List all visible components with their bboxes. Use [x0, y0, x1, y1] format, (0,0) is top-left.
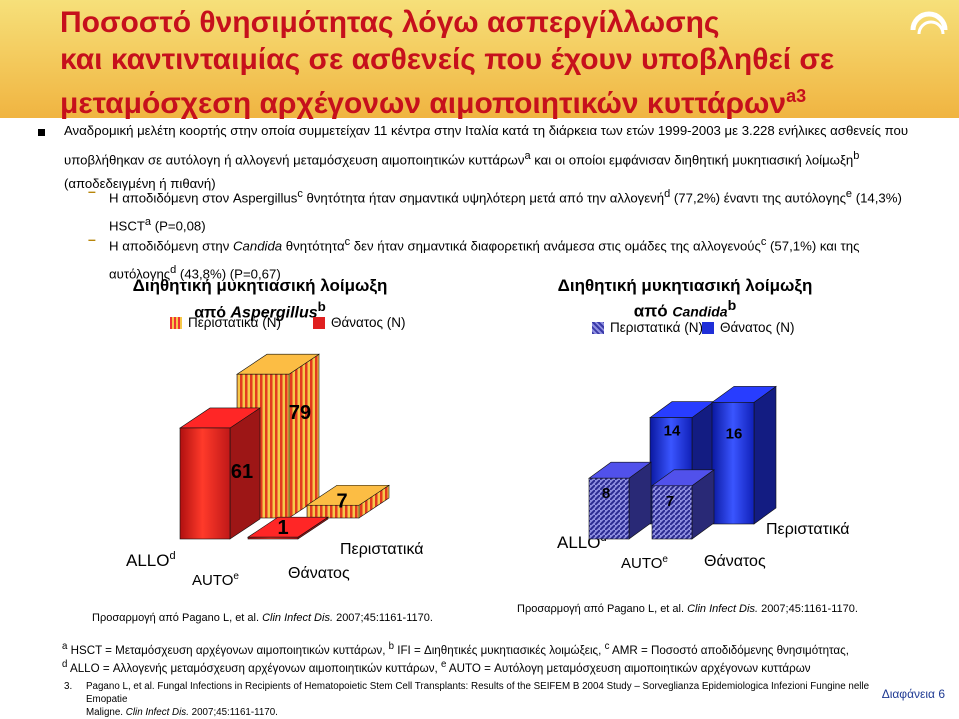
- chart1-data-label: 1: [277, 517, 288, 539]
- chart2-bar-auto-cases: [651, 469, 715, 540]
- chart1-label-death: Θάνατος: [288, 565, 350, 582]
- chart1-citation: Προσαρμογή από Pagano L, et al. Clin Inf…: [92, 612, 433, 624]
- corner-decoration: [910, 11, 948, 35]
- chart2-citation: Προσαρμογή από Pagano L, et al. Clin Inf…: [517, 603, 858, 615]
- chart2-data-label: 14: [664, 423, 681, 440]
- chart1-label-cases: Περιστατικά: [340, 541, 424, 558]
- legend-swatch: [170, 316, 182, 329]
- footnote-line1: a HSCT = Μεταμόσχευση αρχέγονων αιμοποιη…: [62, 641, 849, 657]
- chart2-label-allo: ALLOd: [557, 532, 607, 552]
- legend-swatch: [702, 321, 714, 334]
- chart1-data-label: 61: [231, 461, 253, 483]
- sub-bullet-aspergillus: Η αποδιδόμενη στον Aspergillusc θνητότητ…: [109, 188, 902, 234]
- chart1-bar-auto-deaths: [306, 484, 390, 519]
- legend-swatch: [313, 316, 325, 329]
- chart2-data-label: 16: [726, 425, 743, 442]
- chart1-legend-deaths: Θάνατος (N): [313, 315, 406, 330]
- chart1-bar-auto-cases: [247, 516, 329, 540]
- title-band: [0, 0, 959, 118]
- bullet-square: [38, 129, 45, 136]
- slide-title: Ποσοστό θνησιμότητας λόγω ασπεργίλλωσης …: [60, 6, 835, 120]
- chart1-bar-allo-cases: [179, 407, 261, 540]
- slide-number: Διαφάνεια 6: [881, 687, 945, 701]
- chart2-bar-allo-deaths: [649, 401, 715, 525]
- dash-bullet: –: [88, 183, 96, 199]
- chart2-bar-allo-cases: [588, 461, 652, 540]
- intro-paragraph: Αναδρομική μελέτη κοορτής στην οποία συμ…: [64, 123, 909, 192]
- chart2-legend-deaths: Θάνατος (N): [702, 320, 795, 335]
- chart2-label-auto: AUTOe: [621, 554, 668, 572]
- dash-bullet: –: [88, 231, 96, 247]
- chart1-title: Διηθητική μυκητιασική λοίμωξη από Asperg…: [132, 276, 388, 322]
- chart2-label-death: Θάνατος: [704, 553, 766, 570]
- chart1-bar-allo-deaths: [236, 353, 320, 519]
- chart2-data-label: 8: [602, 485, 610, 502]
- chart2-label-cases: Περιστατικά: [766, 521, 850, 538]
- chart1-data-label: 7: [336, 490, 347, 512]
- chart1-data-label: 79: [289, 402, 311, 424]
- chart1-label-allo: ALLOd: [126, 550, 176, 570]
- reference-text: Pagano L, et al. Fungal Infections in Re…: [86, 681, 870, 718]
- chart2-title: Διηθητική μυκητιασική λοίμωξη από Candid…: [557, 276, 813, 321]
- reference-number: 3.: [64, 681, 73, 692]
- sub-bullet-candida: Η αποδιδόμενη στην Candida θνητότηταc δε…: [109, 236, 860, 282]
- footnote-line2: d ALLO = Αλλογενής μεταμόσχευση αρχέγονω…: [62, 659, 811, 675]
- chart1-label-auto: AUTOe: [192, 571, 239, 589]
- chart2-legend-cases: Περιστατικά (N): [592, 320, 703, 335]
- chart2-data-label: 7: [666, 493, 674, 510]
- legend-swatch: [592, 321, 604, 334]
- chart1-legend-cases: Περιστατικά (N): [170, 315, 281, 330]
- chart2-bar-auto-deaths: [711, 385, 777, 525]
